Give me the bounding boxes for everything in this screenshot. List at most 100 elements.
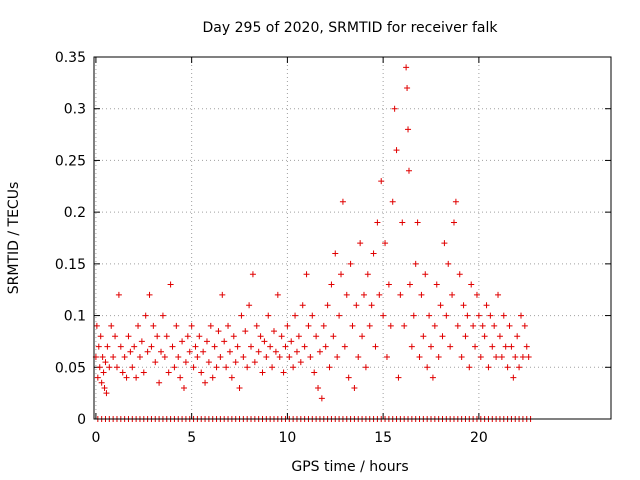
data-point [217, 353, 224, 360]
data-point [94, 374, 101, 381]
data-point [378, 178, 385, 185]
data-point [495, 291, 502, 298]
data-point [259, 369, 266, 376]
data-point [445, 260, 452, 267]
data-point [136, 353, 143, 360]
data-point [347, 260, 354, 267]
data-point [221, 338, 228, 345]
data-point [313, 333, 320, 340]
data-point [431, 322, 438, 329]
data-point [339, 198, 346, 205]
data-point [186, 348, 193, 355]
data-point [267, 343, 274, 350]
data-point [177, 374, 184, 381]
data-point [353, 302, 360, 309]
data-point [309, 312, 316, 319]
data-point [165, 369, 172, 376]
data-point [376, 291, 383, 298]
data-point [144, 348, 151, 355]
data-point [98, 379, 105, 386]
data-point [99, 353, 106, 360]
data-point [169, 343, 176, 350]
data-point [238, 312, 245, 319]
data-point [244, 364, 251, 371]
data-point [416, 353, 423, 360]
data-point [198, 369, 205, 376]
data-point [138, 338, 145, 345]
data-point [171, 364, 178, 371]
data-point [391, 105, 398, 112]
data-point [257, 333, 264, 340]
data-point [420, 333, 427, 340]
data-point [355, 353, 362, 360]
data-point [299, 302, 306, 309]
data-point [284, 322, 291, 329]
data-point [387, 322, 394, 329]
data-point [112, 333, 119, 340]
data-point [246, 302, 253, 309]
data-point [512, 353, 519, 360]
data-point [135, 322, 142, 329]
y-axis-label: SRMTID / TECUs [6, 182, 22, 295]
y-tick-label: 0.15 [55, 257, 86, 273]
data-point [496, 333, 503, 340]
data-point [328, 281, 335, 288]
data-point [207, 322, 214, 329]
data-point [280, 369, 287, 376]
data-point [491, 322, 498, 329]
data-point [182, 359, 189, 366]
data-point [226, 348, 233, 355]
data-point [489, 343, 496, 350]
data-point [330, 333, 337, 340]
data-point [525, 353, 532, 360]
data-point [203, 338, 210, 345]
y-tick-label: 0.25 [55, 153, 86, 169]
data-point [429, 374, 436, 381]
data-point [158, 348, 165, 355]
x-tick-label: 5 [187, 430, 196, 446]
data-point [456, 271, 463, 278]
data-point [175, 353, 182, 360]
data-point [435, 353, 442, 360]
data-point [234, 343, 241, 350]
data-point [269, 364, 276, 371]
data-point [318, 395, 325, 402]
data-point [504, 364, 511, 371]
data-point [293, 348, 300, 355]
data-point [156, 379, 163, 386]
data-point [110, 353, 117, 360]
data-point [236, 384, 243, 391]
data-point [466, 364, 473, 371]
data-point [452, 198, 459, 205]
data-point [441, 240, 448, 247]
data-point [412, 260, 419, 267]
data-point [102, 359, 109, 366]
data-point [473, 291, 480, 298]
data-point [97, 333, 104, 340]
data-point [307, 353, 314, 360]
data-point [341, 343, 348, 350]
y-tick-label: 0.35 [55, 50, 86, 66]
data-point [205, 359, 212, 366]
data-point [380, 312, 387, 319]
data-point [286, 353, 293, 360]
data-point [397, 291, 404, 298]
data-point [428, 343, 435, 350]
data-point [282, 343, 289, 350]
data-point [487, 312, 494, 319]
data-point [192, 343, 199, 350]
data-point [324, 302, 331, 309]
data-point [399, 219, 406, 226]
data-point [424, 364, 431, 371]
data-point [393, 147, 400, 154]
data-point [326, 364, 333, 371]
data-point [518, 312, 525, 319]
y-tick-label: 0.05 [55, 360, 86, 376]
x-tick-label: 0 [91, 430, 100, 446]
data-point [173, 322, 180, 329]
data-point [336, 312, 343, 319]
data-point [101, 384, 108, 391]
data-point [460, 302, 467, 309]
data-point [159, 312, 166, 319]
data-point [316, 348, 323, 355]
